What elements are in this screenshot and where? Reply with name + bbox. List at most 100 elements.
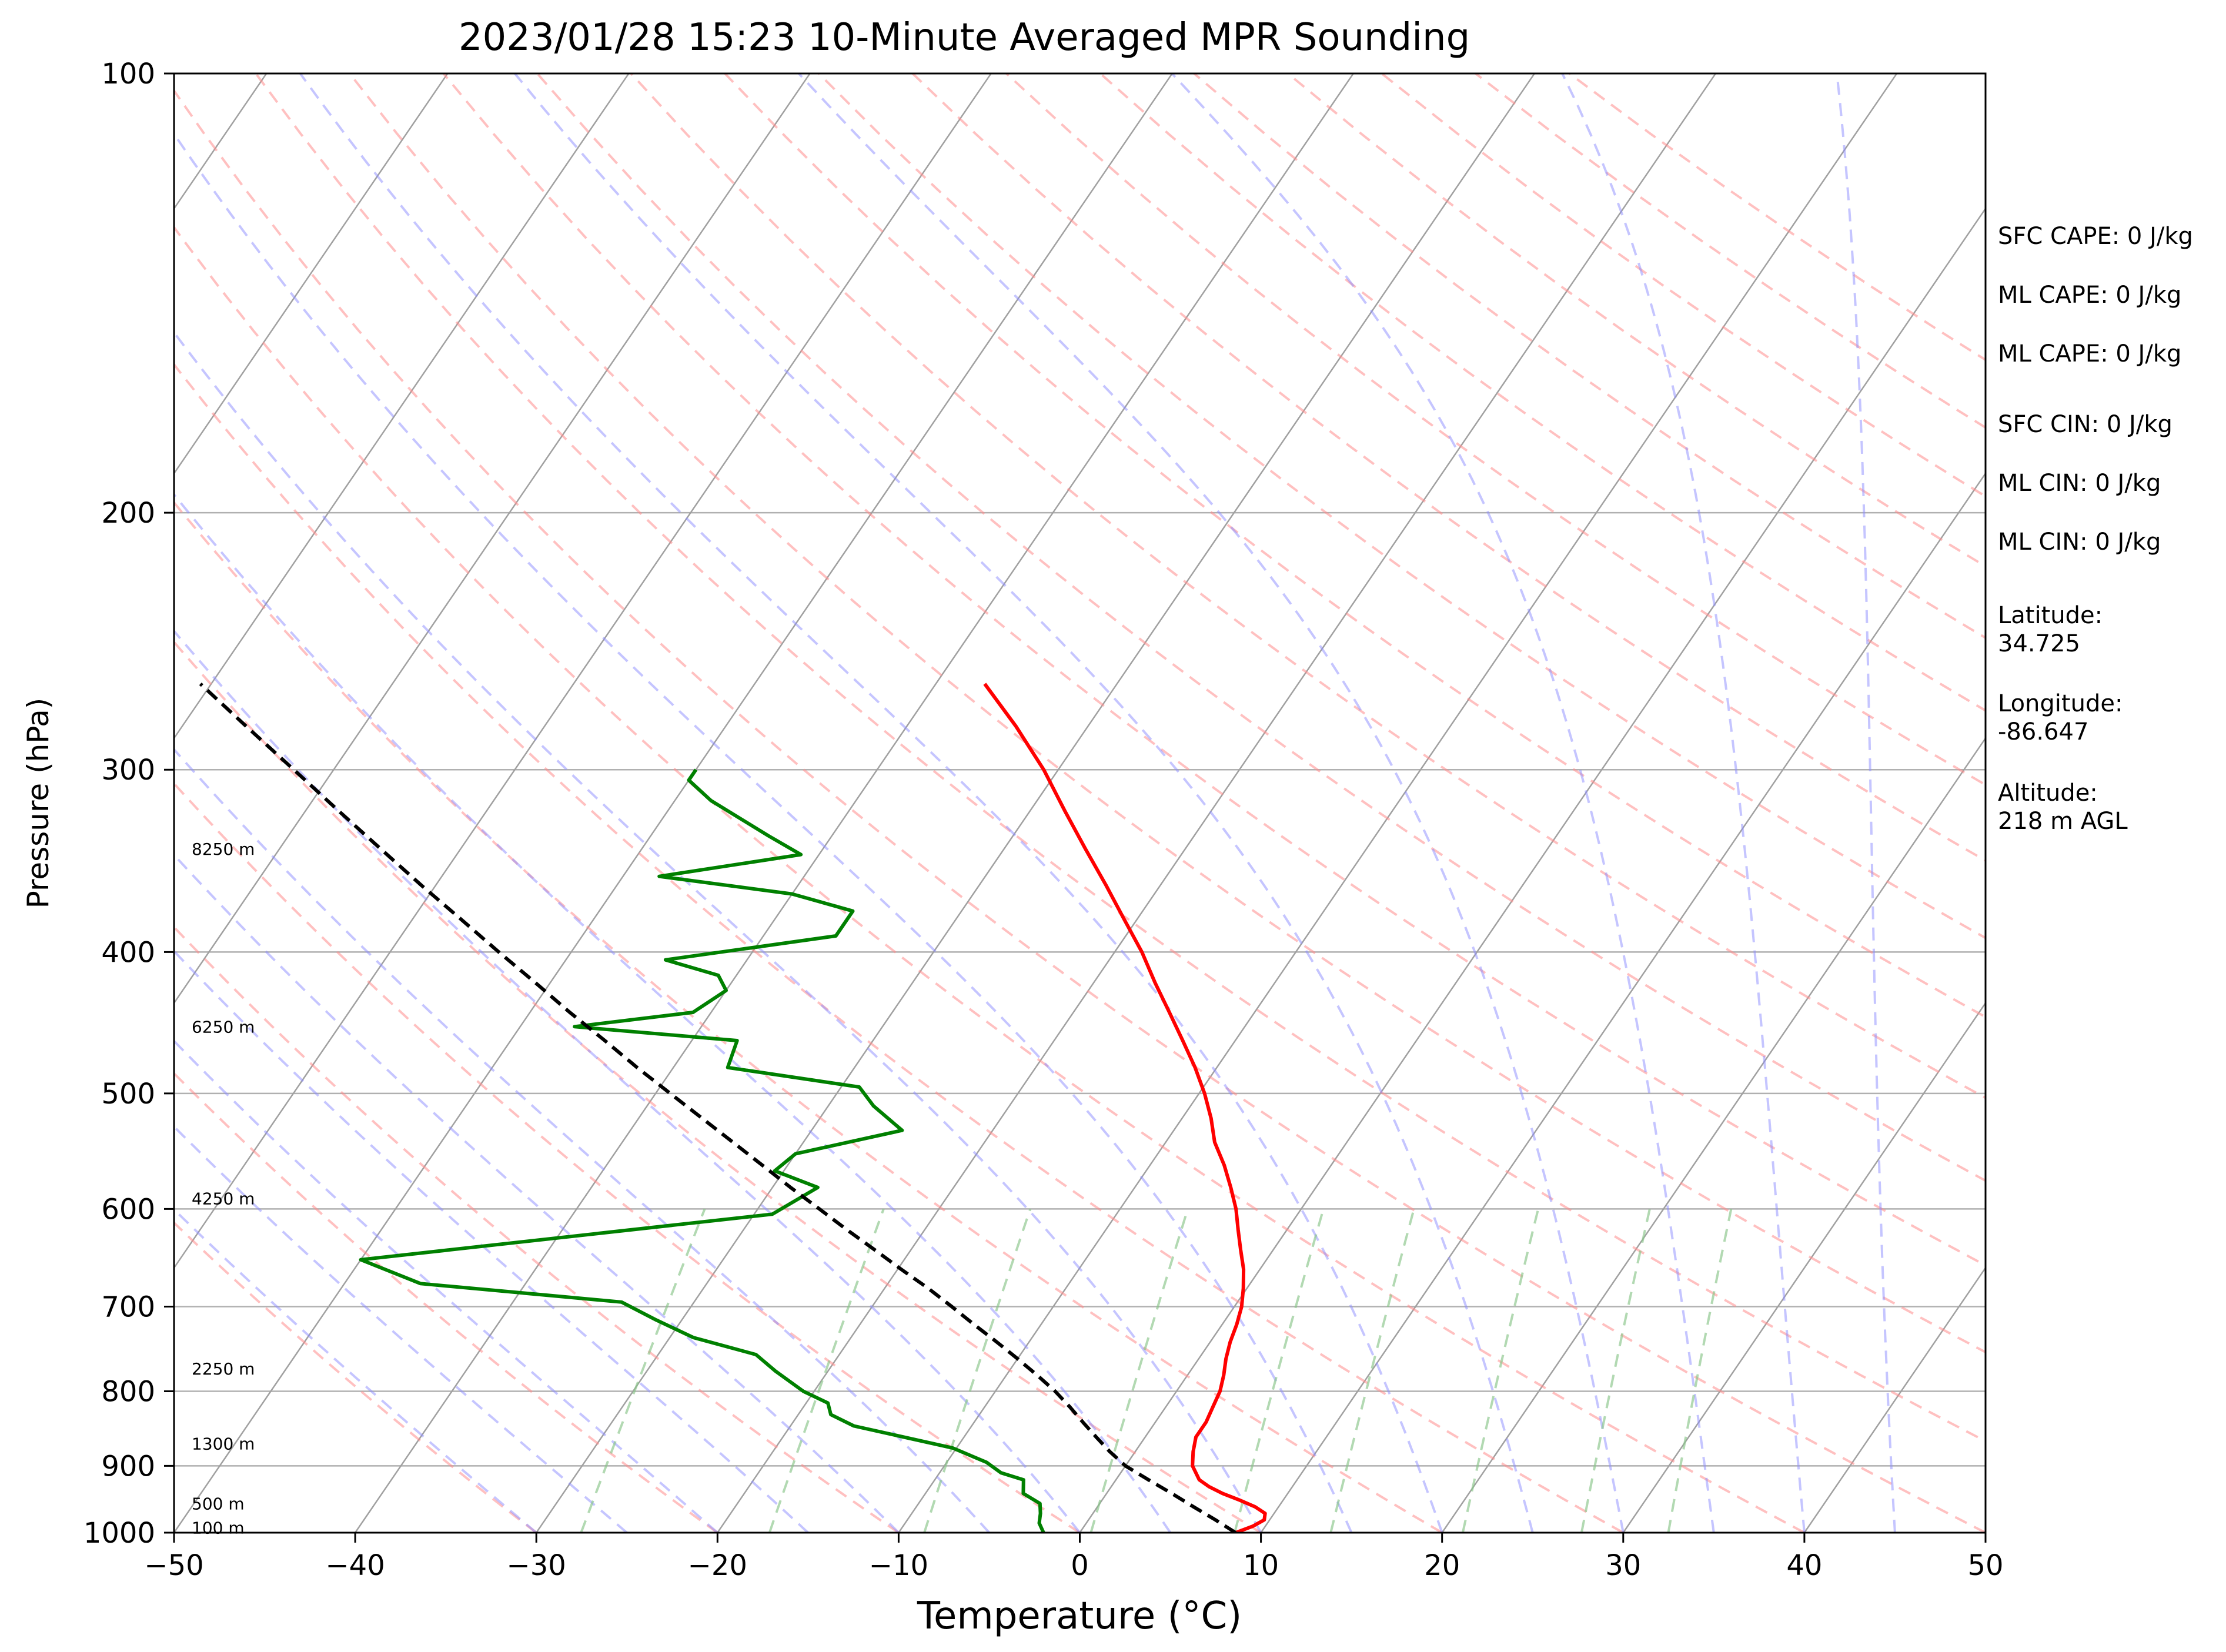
height-label: 2250 m: [192, 1359, 255, 1379]
isotherm-lines: [174, 73, 1986, 1533]
height-label: 100 m: [192, 1518, 245, 1537]
isotherm-line: [174, 73, 1173, 1533]
mixing-ratio-lines: [580, 1208, 1733, 1533]
dry-adiabat-line: [349, 73, 1986, 1354]
stats-panel: SFC CAPE: 0 J/kg ML CAPE: 0 J/kg ML CAPE: …: [1998, 223, 2193, 835]
x-tick-label: 50: [1967, 1549, 2003, 1582]
height-label: 1300 m: [192, 1434, 255, 1454]
isotherm-line: [174, 73, 630, 740]
y-tick-label: 900: [101, 1450, 155, 1483]
isotherm-line: [536, 73, 1535, 1533]
isobar-gridlines: [174, 73, 1986, 1533]
height-label: 500 m: [192, 1494, 245, 1513]
mixing-ratio-line: [923, 1208, 1032, 1533]
stats-annotation: ML CAPE: 0 J/kg: [1998, 282, 2181, 309]
stats-annotation: Longitude: -86.647: [1998, 690, 2123, 745]
moist-adiabat-line: [174, 132, 1353, 1533]
y-tick-label: 100: [101, 58, 155, 91]
mixing-ratio-line: [1667, 1208, 1733, 1533]
plot-frame: [173, 72, 1987, 1534]
isotherm-line: [898, 73, 1898, 1533]
dry-adiabat-line: [174, 225, 1805, 1533]
x-axis-label: Temperature (°C): [917, 1594, 1242, 1638]
plot-area: [174, 73, 1986, 1533]
chart-title: 2023/01/28 15:23 10-Minute Averaged MPR …: [459, 16, 1470, 59]
mixing-ratio-line: [1329, 1208, 1415, 1533]
dry-adiabat-line: [174, 1072, 718, 1533]
mixing-ratio-line: [768, 1208, 885, 1533]
height-labels: 8250 m 6250 m 4250 m 2250 m 1300 m 500 m 100 m: [192, 840, 255, 1537]
x-tick-label: −30: [507, 1549, 566, 1582]
moist-adiabat-line: [174, 1125, 628, 1533]
dry-adiabat-line: [724, 73, 1986, 1019]
mixing-ratio-line: [1461, 1208, 1540, 1533]
y-tick-label: 700: [101, 1291, 155, 1324]
temperature-line: [983, 683, 1267, 1533]
stats-annotation: ML CIN: 0 J/kg: [1998, 470, 2161, 497]
moist-adiabat-line: [174, 493, 1172, 1533]
dry-adiabat-line: [1099, 73, 1986, 712]
moist-adiabat-lines: [174, 73, 1896, 1533]
parcel-line: [199, 682, 1237, 1533]
moist-adiabat-line: [174, 747, 990, 1533]
dry-adiabat-line: [174, 781, 1081, 1533]
x-tick-label: 0: [1071, 1549, 1089, 1582]
dry-adiabat-line: [630, 73, 1986, 1099]
dry-adiabat-line: [174, 640, 1262, 1533]
y-axis-ticks: 100 200 300 400 500 600 700 800 900 1000: [83, 58, 174, 1550]
sounding-series: [199, 682, 1267, 1533]
x-tick-label: −40: [325, 1549, 385, 1582]
dry-adiabat-line: [174, 88, 1986, 1533]
isotherm-line: [174, 73, 992, 1269]
x-tick-label: 30: [1605, 1549, 1641, 1582]
stats-annotation: Latitude: 34.725: [1998, 602, 2103, 657]
moist-adiabat-line: [174, 1039, 718, 1533]
x-axis-ticks: −50 −40 −30 −20 −10 0 10 20 30 40 50: [144, 1533, 2004, 1582]
height-label: 6250 m: [192, 1017, 255, 1036]
dry-adiabat-line: [174, 925, 900, 1533]
dry-adiabat-line: [174, 500, 1443, 1533]
y-tick-label: 400: [101, 936, 155, 969]
x-tick-label: 40: [1786, 1549, 1822, 1582]
dry-adiabat-line: [536, 73, 1986, 1182]
dry-adiabat-line: [442, 73, 1986, 1267]
y-tick-label: 500: [101, 1078, 155, 1111]
y-tick-label: 1000: [83, 1517, 155, 1550]
mixing-ratio-line: [1089, 1208, 1189, 1533]
dry-adiabat-lines: [174, 73, 1986, 1533]
moist-adiabat-line: [174, 330, 1262, 1533]
y-axis-label: Pressure (hPa): [21, 698, 55, 909]
isotherm-line: [174, 73, 811, 1005]
moist-adiabat-line: [1171, 73, 1715, 1533]
moist-adiabat-line: [174, 949, 809, 1533]
height-label: 4250 m: [192, 1189, 255, 1208]
x-tick-label: −50: [144, 1549, 203, 1582]
moist-adiabat-line: [798, 73, 1625, 1533]
y-tick-label: 600: [101, 1193, 155, 1226]
isotherm-line: [717, 73, 1717, 1533]
x-tick-label: −20: [688, 1549, 747, 1582]
stats-annotation: ML CAPE: 0 J/kg: [1998, 340, 2181, 367]
dry-adiabat-line: [174, 362, 1624, 1533]
x-tick-label: −10: [869, 1549, 928, 1582]
moist-adiabat-line: [174, 853, 900, 1533]
x-tick-label: 20: [1424, 1549, 1460, 1582]
isotherm-line: [1260, 472, 1986, 1533]
stats-annotation: ML CIN: 0 J/kg: [1998, 529, 2161, 556]
isotherm-line: [1803, 1266, 1986, 1533]
isotherm-line: [355, 73, 1354, 1533]
stats-annotation: SFC CIN: 0 J/kg: [1998, 411, 2172, 438]
moist-adiabat-line: [299, 73, 1443, 1533]
stats-annotation: SFC CAPE: 0 J/kg: [1998, 223, 2193, 250]
y-tick-label: 300: [101, 754, 155, 787]
isotherm-line: [1079, 207, 1986, 1533]
height-label: 8250 m: [192, 840, 255, 859]
isotherm-line: [1622, 1001, 1986, 1533]
mixing-ratio-line: [580, 1208, 706, 1533]
moist-adiabat-line: [1836, 73, 1896, 1533]
dry-adiabat-line: [255, 73, 1986, 1443]
dewpoint-line: [359, 768, 1045, 1533]
moist-adiabat-line: [174, 1208, 537, 1533]
mixing-ratio-line: [1580, 1208, 1651, 1533]
